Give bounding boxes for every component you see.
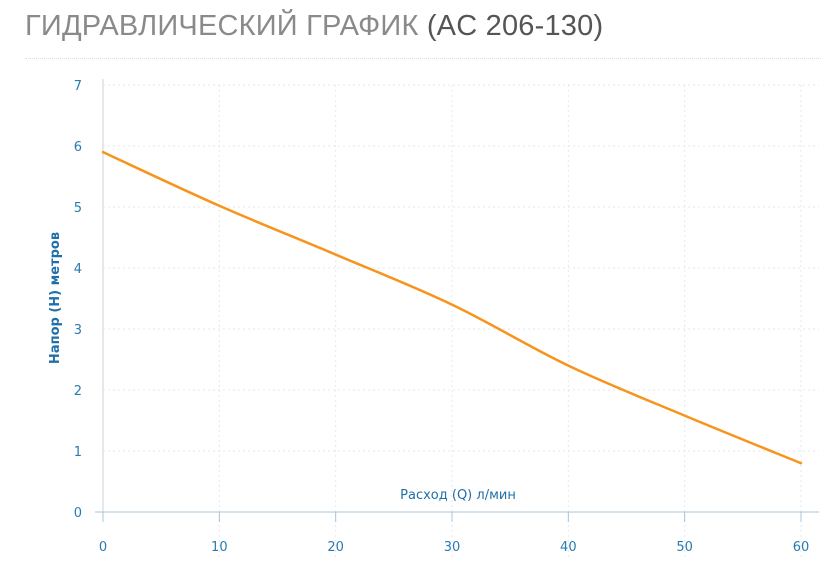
x-tick-label-5: 50 — [676, 540, 693, 555]
y-axis-ticks: 0 1 2 3 4 5 6 7 — [74, 79, 82, 521]
title-divider — [25, 58, 821, 59]
y-axis-label: Напор (H) метров — [48, 232, 63, 364]
chart-title-main: ГИДРАВЛИЧЕСКИЙ ГРАФИК — [25, 10, 419, 42]
x-axis-label: Расход (Q) л/мин — [400, 488, 516, 503]
x-tick-label-2: 20 — [327, 540, 344, 555]
chart-series — [101, 150, 803, 465]
chart-title: ГИДРАВЛИЧЕСКИЙ ГРАФИК (AC 206-130) — [25, 10, 603, 43]
y-tick-label-1: 1 — [74, 445, 82, 460]
x-tick-label-0: 0 — [99, 540, 107, 555]
y-tick-label-5: 5 — [74, 201, 82, 216]
y-tick-label-4: 4 — [74, 262, 82, 277]
x-tick-label-1: 10 — [211, 540, 228, 555]
x-axis-ticks: 0 10 20 30 40 50 60 — [99, 512, 809, 555]
y-tick-label-7: 7 — [74, 79, 82, 94]
y-tick-label-0: 0 — [74, 506, 82, 521]
chart-grid — [103, 84, 819, 560]
chart-title-model: (AC 206-130) — [426, 10, 604, 42]
x-tick-label-3: 30 — [444, 540, 461, 555]
chart-axes — [95, 79, 819, 522]
x-tick-label-6: 60 — [793, 540, 810, 555]
x-tick-label-4: 40 — [560, 540, 577, 555]
y-tick-label-2: 2 — [74, 384, 82, 399]
y-tick-label-6: 6 — [74, 140, 82, 155]
y-tick-label-3: 3 — [74, 323, 82, 338]
